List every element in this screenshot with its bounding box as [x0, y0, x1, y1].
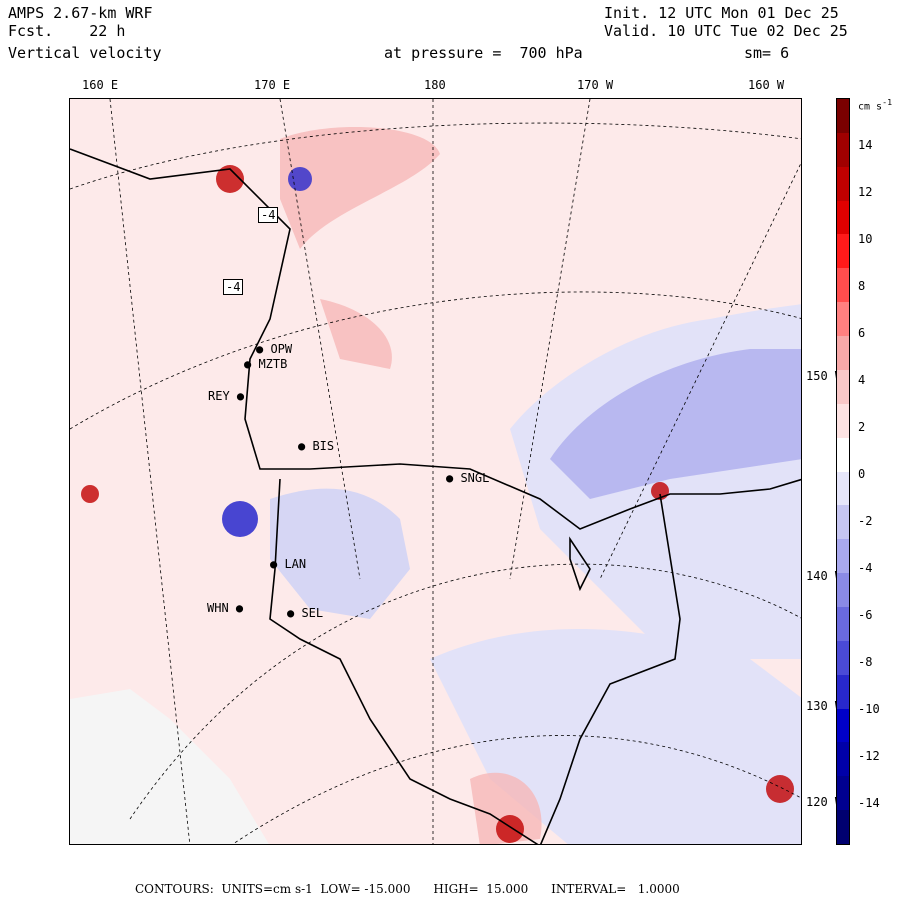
colorbar-swatch [837, 403, 849, 439]
colorbar-swatch [837, 810, 849, 845]
graticule [70, 99, 801, 844]
colorbar-swatch [837, 606, 849, 642]
forecast-hour: Fcst. 22 h [8, 22, 126, 40]
colorbar-units: cm s-1 [858, 97, 893, 113]
colorbar-swatch [837, 505, 849, 540]
colorbar-swatch [837, 573, 849, 608]
colorbar-swatch [837, 742, 849, 777]
colorbar-tick-label: -12 [858, 749, 880, 763]
positive-patch-mid [320, 299, 392, 369]
strong-cell-2 [216, 165, 244, 193]
station-opw: ● OPW [256, 342, 293, 356]
station-mztb: ● MZTB [244, 357, 288, 371]
colorbar-tick-label: 0 [858, 467, 866, 481]
land-area [70, 689, 269, 844]
strong-cell-5 [496, 815, 524, 843]
lon-label-160e: 160 E [82, 78, 119, 92]
colorbar-tick-label: 2 [858, 420, 866, 434]
strong-cell-4 [81, 485, 99, 503]
colorbar-swatch [837, 708, 849, 743]
colorbar-tick-label: -4 [858, 561, 873, 575]
colorbar-swatch [837, 166, 849, 202]
colorbar-swatch [837, 336, 849, 371]
lat-label-120w: 120 W [806, 795, 843, 809]
lon-label-160w: 160 W [748, 78, 785, 92]
colorbar-swatch [837, 539, 849, 574]
negative-region-west [270, 488, 410, 619]
colorbar-swatch [837, 99, 849, 134]
colorbar-tick-label: -8 [858, 655, 873, 669]
colorbar [836, 98, 850, 845]
lon-label-180: 180 [424, 78, 446, 92]
strong-cell-6 [766, 775, 794, 803]
init-time: Init. 12 UTC Mon 01 Dec 25 [604, 4, 839, 22]
colorbar-swatch [837, 132, 849, 168]
contour-label-box-1: -4 [258, 207, 279, 223]
colorbar-tick-label: 4 [858, 373, 866, 387]
pressure-level: at pressure = 700 hPa [384, 44, 583, 62]
station-rey: REY ● [208, 389, 245, 403]
colorbar-tick-label: -2 [858, 514, 873, 528]
valid-time: Valid. 10 UTC Tue 02 Dec 25 [604, 22, 848, 40]
map-graphic [70, 99, 801, 844]
colorbar-tick-label: 6 [858, 326, 866, 340]
colorbar-tick-label: 14 [858, 138, 873, 152]
colorbar-swatch [837, 200, 849, 235]
lat-label-150w: 150 W [806, 369, 843, 383]
colorbar-swatch [837, 471, 849, 506]
contour-label-box-2: -4 [223, 279, 244, 295]
colorbar-tick-label: 10 [858, 232, 873, 246]
station-bis: ● BIS [298, 439, 335, 453]
coastline [70, 148, 801, 844]
colorbar-swatch [837, 437, 849, 472]
colorbar-tick-label: -6 [858, 608, 873, 622]
colorbar-tick-label: -14 [858, 796, 880, 810]
colorbar-swatch [837, 674, 849, 710]
colorbar-tick-label: 12 [858, 185, 873, 199]
station-sngl: ● SNGL [446, 471, 490, 485]
colorbar-swatch [837, 234, 849, 269]
station-lan: ● LAN [270, 557, 307, 571]
negative-region-east-core [550, 349, 801, 499]
station-sel: ● SEL [287, 606, 324, 620]
colorbar-tick-label: -10 [858, 702, 880, 716]
strong-cell-3 [288, 167, 312, 191]
colorbar-tick-label: 8 [858, 279, 866, 293]
colorbar-swatch [837, 268, 849, 303]
field-name: Vertical velocity [8, 44, 162, 62]
smoothing: sm= 6 [744, 44, 790, 62]
colorbar-swatch [837, 776, 849, 811]
colorbar-swatch [837, 640, 849, 676]
station-whn: WHN ● [207, 601, 244, 615]
map-panel: -4 -4 ● OPW ● MZTB REY ● ● BIS ● SNGL ● … [69, 98, 802, 845]
colorbar-swatch [837, 369, 849, 405]
lon-label-170w: 170 W [577, 78, 614, 92]
strong-cell-1 [222, 501, 258, 537]
contour-info-footer: CONTOURS: UNITS=cm s-1 LOW= -15.000 HIGH… [135, 882, 680, 896]
model-title: AMPS 2.67-km WRF [8, 4, 153, 22]
lat-label-130w: 130 W [806, 699, 843, 713]
lon-label-170e: 170 E [254, 78, 291, 92]
lat-label-140w: 140 W [806, 569, 843, 583]
positive-patch-north [280, 127, 440, 249]
colorbar-swatch [837, 302, 849, 337]
